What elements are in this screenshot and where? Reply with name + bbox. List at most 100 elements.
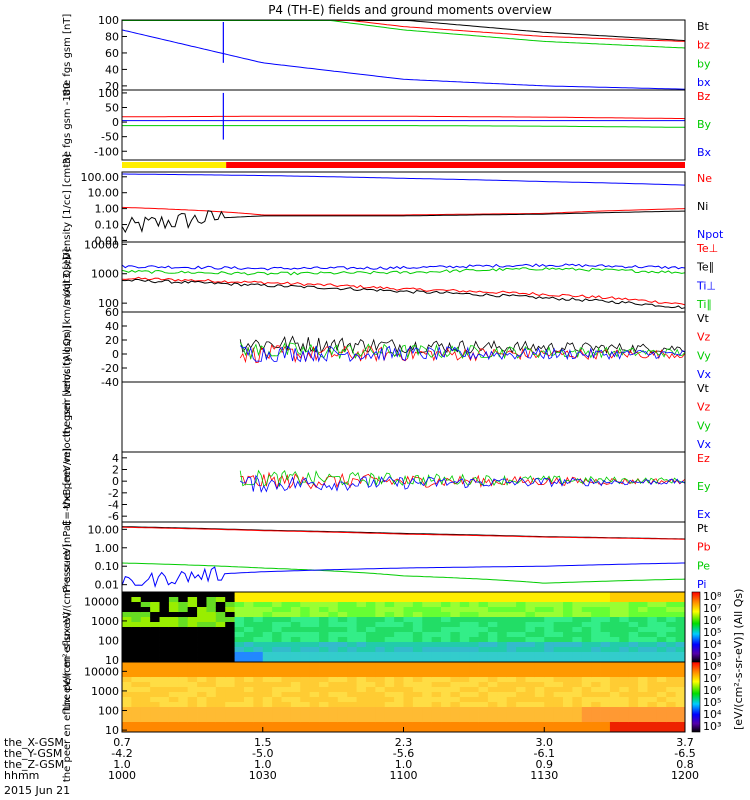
ephemeris-value: 1030	[249, 769, 277, 782]
colorbar-tick-label: 10⁵	[703, 626, 721, 639]
spectrogram-cell	[553, 672, 564, 678]
spectrogram-cell	[544, 597, 555, 603]
spectrogram-cell	[300, 667, 311, 673]
ephemeris-value: 1.0	[254, 758, 272, 771]
spectrogram-cell	[553, 632, 564, 638]
mode-bar	[122, 162, 685, 168]
ephemeris-value: 3.7	[676, 736, 694, 749]
spectrogram-cell	[553, 707, 564, 713]
spectrogram-cell	[478, 717, 489, 723]
spectrogram-cell	[441, 592, 451, 598]
spectrogram-cell	[459, 617, 470, 623]
spectrogram-cell	[243, 622, 254, 628]
spectrogram-cell	[450, 722, 461, 728]
spectrogram-cell	[581, 592, 592, 598]
spectrogram-cell	[272, 692, 282, 698]
spectrogram-cell	[572, 592, 583, 598]
spectrogram-cell	[450, 727, 461, 733]
spectrogram-cell	[159, 662, 170, 668]
spectrogram-cell	[243, 727, 254, 733]
spectrogram-cell	[487, 712, 498, 718]
spectrogram-cell	[675, 647, 686, 653]
spectrogram-cell	[328, 722, 339, 728]
spectrogram-cell	[281, 627, 292, 633]
spectrogram-cell	[553, 667, 564, 673]
spectrogram-cell	[403, 617, 414, 623]
spectrogram-cell	[497, 607, 508, 613]
spectrogram-cell	[384, 622, 395, 628]
spectrogram-cell	[412, 612, 423, 618]
spectrogram-cell	[553, 602, 564, 608]
spectrogram-cell	[309, 687, 320, 693]
spectrogram-cell	[178, 602, 189, 608]
spectrogram-cell	[347, 647, 357, 653]
spectrogram-cell	[469, 592, 479, 598]
y-tick-label: -4	[108, 499, 119, 512]
spectrogram-cell	[300, 727, 311, 733]
spectrogram-cell	[563, 727, 573, 733]
spectrogram-cell	[197, 687, 207, 693]
spectrogram-cell	[168, 717, 179, 723]
spectrogram-cell	[459, 612, 470, 618]
spectrogram-cell	[365, 692, 376, 698]
spectrogram-cell	[412, 622, 423, 628]
legend-Pt: Pt	[697, 522, 709, 535]
legend-Ti⊥: Ti⊥	[696, 279, 716, 292]
spectrogram-cell	[215, 657, 226, 663]
spectrogram-cell	[497, 632, 508, 638]
y-tick-label: 4	[112, 452, 119, 465]
spectrogram-cell	[609, 592, 620, 598]
spectrogram-cell	[337, 682, 348, 688]
spectrogram-cell	[356, 607, 367, 613]
spectrogram-cell	[290, 672, 301, 678]
spectrogram-cell	[225, 657, 235, 663]
spectrogram-cell	[347, 652, 357, 658]
spectrogram-cell	[600, 612, 611, 618]
spectrogram-cell	[478, 592, 489, 598]
spectrogram-cell	[572, 692, 583, 698]
legend-Vx: Vx	[697, 368, 712, 381]
spectrogram-cell	[131, 722, 142, 728]
spectrogram-cell	[262, 612, 273, 618]
spectrogram-cell	[337, 647, 348, 653]
spectrogram-cell	[431, 612, 442, 618]
spectrogram-cell	[497, 697, 508, 703]
series-line-Pt	[121, 526, 686, 540]
spectrogram-cell	[534, 597, 545, 603]
spectrogram-cell	[619, 672, 630, 678]
spectrogram-cell	[206, 672, 217, 678]
spectrogram-cell	[234, 692, 245, 698]
spectrogram-cell	[319, 627, 329, 633]
colorbar-tick-label: 10⁸	[703, 660, 722, 673]
spectrogram-cell	[300, 707, 311, 713]
spectrogram-cell	[328, 657, 339, 663]
spectrogram-cell	[591, 672, 601, 678]
spectrogram-cell	[422, 712, 433, 718]
spectrogram-cell	[506, 642, 517, 648]
spectrogram-cell	[572, 597, 583, 603]
spectrogram-cell	[544, 662, 555, 668]
spectrogram-cell	[487, 657, 498, 663]
y-tick-label: -40	[101, 376, 119, 389]
spectrogram-cell	[534, 607, 545, 613]
spectrogram-cell	[394, 697, 404, 703]
spectrogram-cell	[572, 612, 583, 618]
spectrogram-cell	[178, 707, 189, 713]
spectrogram-cell	[150, 697, 160, 703]
spectrogram-cell	[365, 682, 376, 688]
spectrogram-cell	[403, 707, 414, 713]
spectrogram-cell	[365, 662, 376, 668]
spectrogram-cell	[215, 637, 226, 643]
spectrogram-cell	[206, 607, 217, 613]
spectrogram-cell	[581, 692, 592, 698]
spectrogram-cell	[656, 622, 667, 628]
spectrogram-cell	[394, 717, 404, 723]
spectrogram-cell	[666, 687, 677, 693]
spectrogram-cell	[450, 687, 461, 693]
figure-title: P4 (TH-E) fields and ground moments over…	[268, 3, 552, 17]
spectrogram-cell	[628, 682, 639, 688]
spectrogram-cell	[403, 592, 414, 598]
spectrogram-cell	[459, 637, 470, 643]
spectrogram-cell	[450, 622, 461, 628]
spectrogram-cell	[356, 647, 367, 653]
